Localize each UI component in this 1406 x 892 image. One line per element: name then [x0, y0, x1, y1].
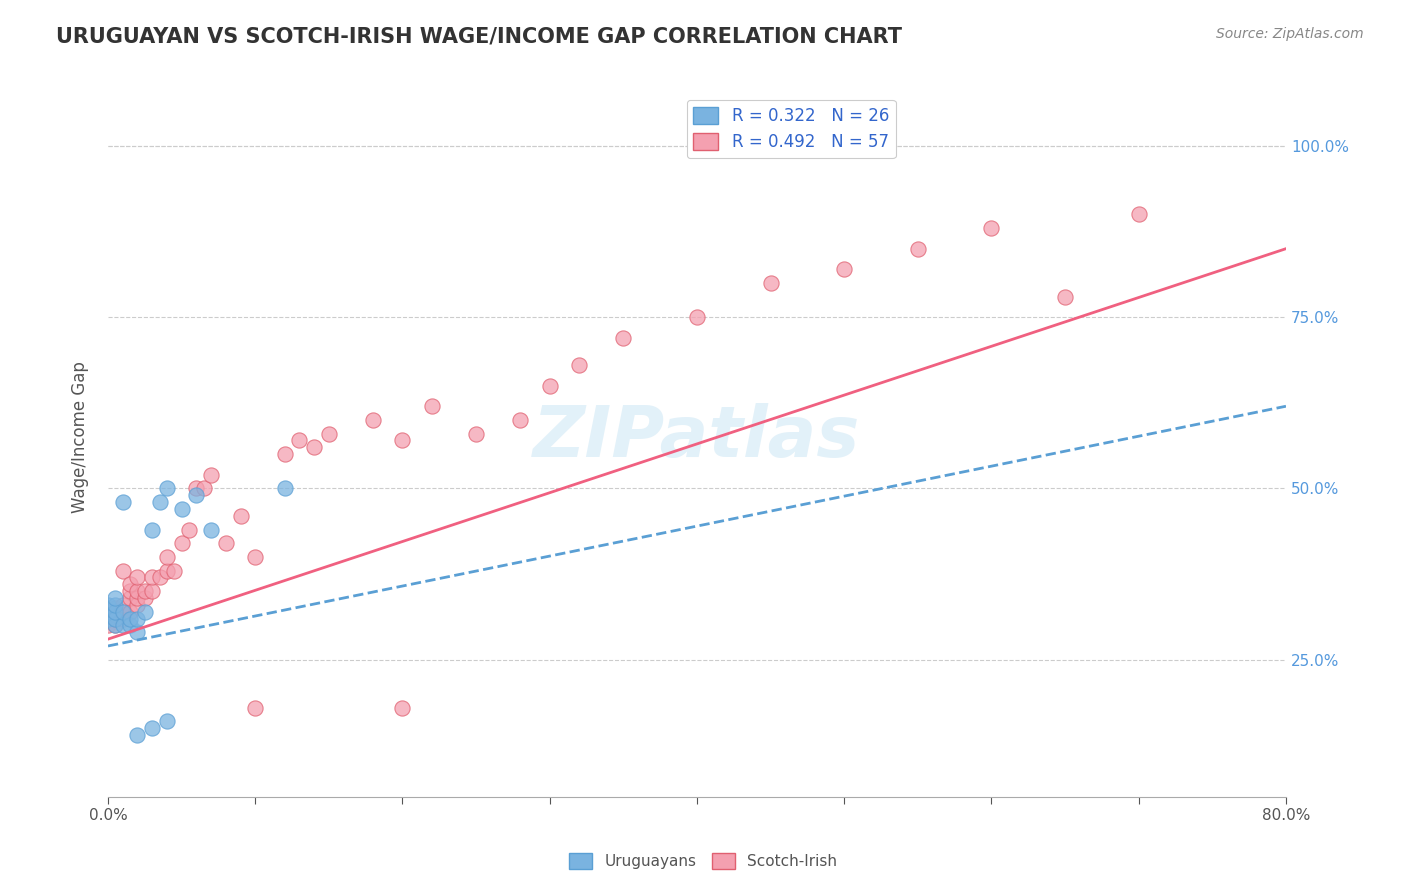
Point — [120, 584, 142, 599]
Point — [127, 625, 149, 640]
Point — [111, 618, 134, 632]
Point — [104, 605, 127, 619]
Point — [120, 605, 142, 619]
Point — [111, 564, 134, 578]
Point — [273, 447, 295, 461]
Point — [120, 591, 142, 605]
Point — [97, 605, 120, 619]
Point — [104, 618, 127, 632]
Point — [420, 399, 443, 413]
Point — [120, 611, 142, 625]
Point — [302, 440, 325, 454]
Point — [170, 536, 193, 550]
Point — [907, 242, 929, 256]
Point — [104, 601, 127, 615]
Text: URUGUAYAN VS SCOTCH-IRISH WAGE/INCOME GAP CORRELATION CHART: URUGUAYAN VS SCOTCH-IRISH WAGE/INCOME GA… — [56, 27, 903, 46]
Point — [686, 310, 709, 325]
Point — [127, 570, 149, 584]
Point — [104, 608, 127, 623]
Y-axis label: Wage/Income Gap: Wage/Income Gap — [72, 361, 89, 513]
Point — [127, 591, 149, 605]
Point — [120, 577, 142, 591]
Point — [141, 584, 163, 599]
Point — [391, 434, 413, 448]
Point — [104, 618, 127, 632]
Point — [156, 564, 179, 578]
Point — [141, 570, 163, 584]
Point — [156, 714, 179, 729]
Point — [391, 700, 413, 714]
Text: ZIPatlas: ZIPatlas — [533, 402, 860, 472]
Point — [97, 611, 120, 625]
Point — [186, 482, 208, 496]
Point — [200, 467, 222, 482]
Point — [127, 598, 149, 612]
Point — [120, 618, 142, 632]
Point — [177, 523, 200, 537]
Point — [273, 482, 295, 496]
Point — [568, 358, 591, 372]
Point — [97, 611, 120, 625]
Point — [97, 605, 120, 619]
Point — [127, 611, 149, 625]
Point — [980, 221, 1002, 235]
Point — [97, 618, 120, 632]
Point — [111, 605, 134, 619]
Point — [465, 426, 488, 441]
Point — [612, 331, 634, 345]
Point — [111, 495, 134, 509]
Point — [156, 549, 179, 564]
Point — [134, 584, 156, 599]
Point — [1054, 290, 1077, 304]
Point — [193, 482, 215, 496]
Point — [141, 523, 163, 537]
Point — [104, 598, 127, 612]
Point — [104, 605, 127, 619]
Legend: R = 0.322   N = 26, R = 0.492   N = 57: R = 0.322 N = 26, R = 0.492 N = 57 — [686, 100, 896, 158]
Point — [288, 434, 311, 448]
Text: Source: ZipAtlas.com: Source: ZipAtlas.com — [1216, 27, 1364, 41]
Point — [104, 611, 127, 625]
Point — [111, 611, 134, 625]
Point — [163, 564, 186, 578]
Point — [156, 482, 179, 496]
Point — [127, 584, 149, 599]
Point — [229, 508, 252, 523]
Point — [170, 502, 193, 516]
Point — [111, 598, 134, 612]
Point — [200, 523, 222, 537]
Point — [245, 700, 267, 714]
Point — [538, 378, 561, 392]
Point — [148, 570, 170, 584]
Point — [104, 591, 127, 605]
Point — [215, 536, 238, 550]
Point — [832, 262, 855, 277]
Legend: Uruguayans, Scotch-Irish: Uruguayans, Scotch-Irish — [564, 847, 842, 875]
Point — [127, 728, 149, 742]
Point — [148, 495, 170, 509]
Point — [1128, 207, 1150, 221]
Point — [141, 721, 163, 735]
Point — [509, 413, 531, 427]
Point — [245, 549, 267, 564]
Point — [111, 605, 134, 619]
Point — [134, 591, 156, 605]
Point — [759, 276, 782, 290]
Point — [186, 488, 208, 502]
Point — [134, 605, 156, 619]
Point — [318, 426, 340, 441]
Point — [361, 413, 384, 427]
Point — [97, 598, 120, 612]
Point — [104, 611, 127, 625]
